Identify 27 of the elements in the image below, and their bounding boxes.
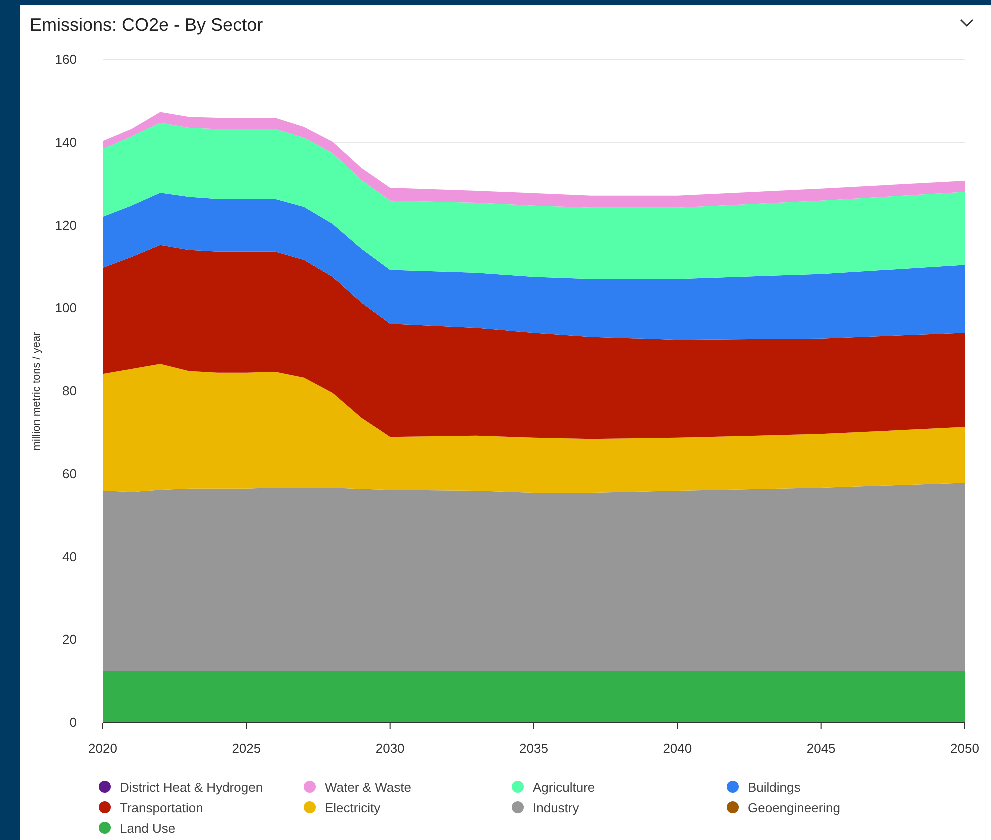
y-tick-label: 0 — [70, 715, 77, 730]
y-axis-title: million metric tons / year — [31, 332, 43, 451]
legend-label: Land Use — [120, 821, 176, 836]
y-tick-label: 40 — [62, 549, 77, 564]
legend-label: Agriculture — [533, 780, 596, 795]
y-tick-label: 60 — [62, 466, 77, 482]
y-tick-label: 20 — [62, 632, 77, 648]
legend-label: Water & Waste — [325, 780, 412, 795]
legend-label: Buildings — [748, 780, 802, 795]
x-tick-label: 2050 — [950, 741, 980, 756]
legend-label: Industry — [533, 800, 580, 816]
y-tick-label: 140 — [55, 134, 77, 150]
chart-title: Emissions: CO2e - By Sector — [30, 15, 264, 35]
legend-label: Electricity — [325, 800, 382, 816]
y-tick-label: 100 — [55, 300, 77, 316]
x-tick-label: 2035 — [520, 741, 548, 756]
x-tick-label: 2030 — [376, 741, 405, 756]
x-tick-label: 2020 — [88, 741, 118, 756]
legend-label: Transportation — [120, 800, 204, 816]
legend-label: District Heat & Hydrogen — [120, 780, 264, 795]
x-tick-label: 2040 — [663, 741, 692, 756]
legend-label: Geoengineering — [748, 800, 841, 816]
y-tick-label: 120 — [55, 218, 77, 233]
x-tick-label: 2025 — [232, 741, 262, 756]
x-tick-label: 2045 — [806, 741, 836, 756]
y-tick-label: 80 — [62, 384, 77, 398]
y-tick-label: 160 — [55, 52, 77, 67]
